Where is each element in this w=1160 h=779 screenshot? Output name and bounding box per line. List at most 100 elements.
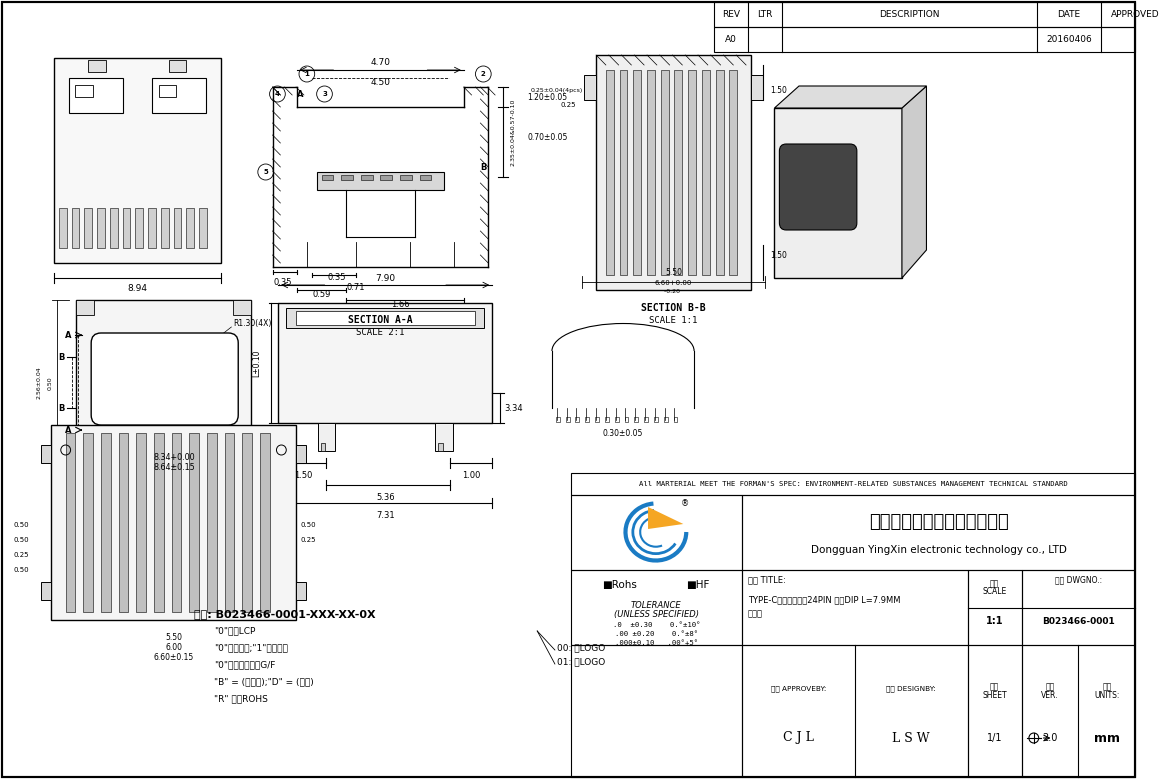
Bar <box>123 208 130 248</box>
Text: 0.25±0.04(4pcs): 0.25±0.04(4pcs) <box>531 87 583 93</box>
Text: 0.50: 0.50 <box>14 567 29 573</box>
Bar <box>41 582 51 600</box>
Text: 莫仕款: 莫仕款 <box>748 609 763 619</box>
Text: SHEET: SHEET <box>983 690 1007 700</box>
Bar <box>242 433 252 612</box>
Bar <box>189 433 200 612</box>
Text: 0.35: 0.35 <box>327 273 346 281</box>
Text: 2.35±0.04&0.57-0.10: 2.35±0.04&0.57-0.10 <box>510 98 516 166</box>
Text: 1.66: 1.66 <box>391 299 409 308</box>
Text: 1.00: 1.00 <box>463 471 480 480</box>
Text: .0  ±0.30    0.°±10°: .0 ±0.30 0.°±10° <box>612 622 701 628</box>
Text: All MARTERIAL MEET THE FORMAN'S SPEC: ENVIRONMENT-RELATED SUBSTANCES MANAGEMENT : All MARTERIAL MEET THE FORMAN'S SPEC: EN… <box>638 481 1067 487</box>
Bar <box>400 175 412 180</box>
Text: L S W: L S W <box>892 731 930 745</box>
Text: Dongguan YingXin electronic technology co., LTD: Dongguan YingXin electronic technology c… <box>811 545 1067 555</box>
Text: B: B <box>480 163 486 171</box>
Bar <box>168 60 187 72</box>
Bar <box>116 353 213 383</box>
Text: "B" = (吸塑盒);"D" = (卷装): "B" = (吸塑盒);"D" = (卷装) <box>213 678 313 686</box>
Bar <box>571 645 742 777</box>
Bar <box>233 300 251 315</box>
Text: 7.90: 7.90 <box>375 273 396 283</box>
Bar <box>321 175 333 180</box>
Bar <box>72 208 79 248</box>
Text: 6.00: 6.00 <box>165 643 182 653</box>
Bar <box>775 108 902 278</box>
Text: 0.59: 0.59 <box>312 290 331 298</box>
Text: 品名 TITLE:: 品名 TITLE: <box>748 576 785 584</box>
Text: 1.20±0.05: 1.20±0.05 <box>528 93 567 101</box>
Text: 5.50: 5.50 <box>165 633 182 643</box>
Text: 00: 有LOGO: 00: 有LOGO <box>557 643 606 653</box>
Text: A0: A0 <box>725 34 737 44</box>
Bar <box>84 433 93 612</box>
Bar <box>420 175 432 180</box>
Bar <box>661 70 668 275</box>
Bar <box>654 417 658 422</box>
Text: 1/1: 1/1 <box>987 733 1002 743</box>
Text: 0.50: 0.50 <box>14 522 29 528</box>
Text: 1: 1 <box>304 71 310 77</box>
Text: TOLERANCE: TOLERANCE <box>631 601 682 609</box>
Bar <box>595 417 599 422</box>
Bar <box>742 645 967 777</box>
Text: 2: 2 <box>481 71 486 77</box>
Bar <box>148 208 155 248</box>
Bar <box>674 417 677 422</box>
Text: 0.25: 0.25 <box>300 537 317 543</box>
Text: C J L: C J L <box>783 731 814 745</box>
Bar <box>688 70 696 275</box>
Bar <box>260 433 269 612</box>
Text: SCALE: SCALE <box>983 587 1007 597</box>
Text: 5: 5 <box>263 169 268 175</box>
Bar <box>51 425 296 620</box>
Text: B: B <box>58 404 65 413</box>
Bar <box>77 300 94 315</box>
Text: 01: 没LOGO: 01: 没LOGO <box>557 657 606 667</box>
Bar <box>68 78 123 113</box>
Bar <box>713 27 1136 52</box>
Polygon shape <box>648 507 683 529</box>
Bar <box>556 417 560 422</box>
Text: B023466-0001: B023466-0001 <box>1042 617 1115 626</box>
Text: 比例: 比例 <box>989 580 999 588</box>
Text: A: A <box>65 425 72 435</box>
Bar <box>161 208 168 248</box>
Bar <box>154 433 164 612</box>
Bar <box>320 443 326 451</box>
Text: 料号: B023466-0001-XXX-XX-0X: 料号: B023466-0001-XXX-XX-0X <box>194 609 376 619</box>
Text: 0.70±0.05: 0.70±0.05 <box>528 132 567 142</box>
Text: -0.20: -0.20 <box>658 288 680 294</box>
Text: 1.50: 1.50 <box>770 86 786 94</box>
Bar <box>118 433 129 612</box>
Text: A: A <box>297 90 303 98</box>
Text: 东莞市颖鑫电子科技有限公司: 东莞市颖鑫电子科技有限公司 <box>869 513 1008 531</box>
Text: 0.71: 0.71 <box>347 283 365 291</box>
Text: 版本: 版本 <box>1045 682 1054 692</box>
Bar <box>635 417 638 422</box>
Text: 2.56±0.04: 2.56±0.04 <box>37 367 42 400</box>
Bar <box>77 300 251 430</box>
Text: SCALE 2:1: SCALE 2:1 <box>356 327 405 337</box>
Bar <box>136 208 143 248</box>
Text: 1.50: 1.50 <box>293 471 312 480</box>
Text: 5.36: 5.36 <box>376 492 394 502</box>
Text: 0.25: 0.25 <box>14 552 29 558</box>
Text: 8.64±0.15: 8.64±0.15 <box>153 463 195 471</box>
Bar <box>674 70 682 275</box>
Text: 7.31: 7.31 <box>376 510 394 520</box>
Bar <box>66 433 75 612</box>
Bar <box>596 55 751 290</box>
Bar <box>361 175 372 180</box>
Bar <box>101 433 111 612</box>
Polygon shape <box>775 86 927 108</box>
Bar <box>317 172 444 190</box>
Bar <box>624 417 629 422</box>
Text: L±0.10: L±0.10 <box>253 349 261 377</box>
Text: 1.50: 1.50 <box>770 251 786 259</box>
Text: 4.50: 4.50 <box>370 77 391 86</box>
Bar <box>606 70 614 275</box>
Bar <box>585 75 596 100</box>
Bar <box>206 433 217 612</box>
